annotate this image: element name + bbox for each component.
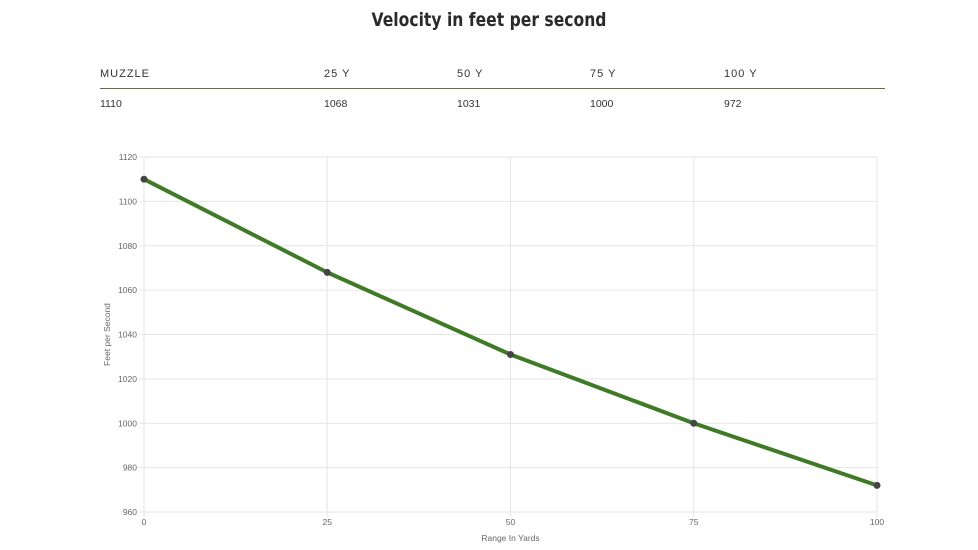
y-tick-label-1120: 1120 bbox=[119, 152, 138, 162]
y-tick-label-980: 980 bbox=[123, 463, 137, 473]
table-divider bbox=[100, 88, 885, 89]
y-tick-label-1000: 1000 bbox=[118, 418, 137, 428]
table-value-25y: 1068 bbox=[324, 98, 348, 110]
y-tick-label-960: 960 bbox=[123, 507, 137, 517]
y-tick-label-1060: 1060 bbox=[118, 285, 137, 295]
data-point-0 bbox=[140, 175, 148, 183]
table-value-muzzle: 1110 bbox=[100, 98, 122, 110]
y-tick-label-1100: 1100 bbox=[119, 196, 138, 206]
y-tick-label-1040: 1040 bbox=[118, 330, 137, 340]
y-axis-label: Feet per Second bbox=[102, 303, 112, 366]
x-tick-label-25: 25 bbox=[323, 517, 333, 527]
x-axis-label: Range In Yards bbox=[481, 533, 539, 543]
table-header-50y: 50 Y bbox=[457, 68, 484, 80]
y-tick-label-1080: 1080 bbox=[118, 241, 137, 251]
x-tick-label-75: 75 bbox=[689, 517, 699, 527]
table-value-50y: 1031 bbox=[457, 98, 481, 110]
chart-title: Velocity in feet per second bbox=[371, 9, 607, 31]
table-header-100y: 100 Y bbox=[724, 68, 758, 80]
x-tick-label-0: 0 bbox=[142, 517, 147, 527]
table-header-75y: 75 Y bbox=[590, 68, 617, 80]
data-point-100 bbox=[873, 481, 881, 489]
table-header-muzzle: MUZZLE bbox=[100, 68, 150, 80]
data-point-50 bbox=[507, 350, 514, 358]
table-header-25y: 25 Y bbox=[324, 68, 351, 80]
data-point-25 bbox=[323, 268, 331, 276]
y-tick-label-1020: 1020 bbox=[118, 374, 137, 384]
velocity-table: MUZZLE 25 Y 50 Y 75 Y 100 Y 1110 1068 10… bbox=[100, 65, 885, 115]
x-tick-label-50: 50 bbox=[506, 517, 516, 527]
table-value-100y: 972 bbox=[724, 98, 742, 110]
table-value-75y: 1000 bbox=[590, 98, 614, 110]
x-tick-label-100: 100 bbox=[870, 517, 884, 527]
data-point-75 bbox=[690, 419, 698, 427]
